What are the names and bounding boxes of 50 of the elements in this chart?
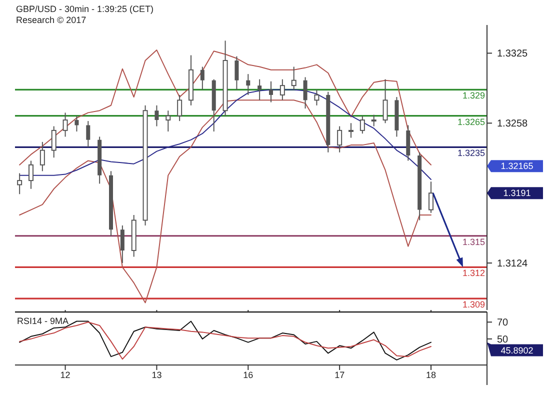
candlestick — [371, 114, 376, 127]
candlestick — [234, 56, 239, 90]
candlestick — [28, 160, 34, 190]
candlestick — [258, 78, 262, 101]
text: 1.3191 — [503, 188, 531, 198]
ref-line-label: 1.315 — [462, 236, 485, 247]
candlestick — [86, 120, 90, 148]
candlestick — [200, 66, 204, 90]
ref-line-label: 1.329 — [462, 90, 485, 101]
candlestick — [154, 104, 159, 127]
y-tick-label: 1.3325 — [497, 48, 528, 60]
ref-line-label: 1.309 — [462, 300, 485, 310]
candlestick — [166, 110, 171, 132]
y-tick-label: 70 — [497, 318, 509, 329]
x-tick-label: 12 — [60, 370, 70, 380]
candlestick — [51, 126, 56, 158]
candlestick — [337, 126, 342, 153]
y-tick-label: 1.3124 — [497, 258, 528, 270]
x-tick-label: 16 — [243, 370, 254, 380]
x-tick-label: 17 — [334, 370, 345, 380]
candlestick — [303, 76, 308, 110]
candlestick — [40, 141, 45, 172]
candlestick — [360, 115, 365, 134]
candlestick — [120, 224, 124, 264]
text: 45.8902 — [500, 345, 534, 356]
ref-line-label: 1.3265 — [457, 116, 485, 127]
candlestick — [348, 122, 354, 138]
y-tick-label: 50 — [497, 334, 509, 346]
candlestick — [269, 80, 273, 103]
x-tick-label: 18 — [426, 370, 436, 380]
candlestick — [62, 112, 68, 138]
candlestick — [246, 74, 250, 96]
candlestick — [74, 115, 79, 132]
candlestick — [382, 78, 388, 124]
line-series — [19, 100, 432, 304]
ref-line-label: 1.312 — [462, 268, 485, 278]
candlestick — [314, 89, 320, 106]
candlestick — [17, 172, 22, 195]
candlestick — [428, 181, 434, 214]
chart-title: GBP/USD - 30min - 1:39:25 (CET) — [16, 4, 154, 14]
candlestick — [291, 66, 296, 90]
candlestick — [280, 78, 285, 101]
x-tick-label: 13 — [152, 370, 162, 380]
y-tick-label: 1.3258 — [497, 118, 528, 130]
line-series — [19, 50, 432, 166]
chart-subtitle: Research © 2017 — [16, 15, 86, 25]
candlestick — [177, 94, 182, 122]
ref-line-label: 1.3235 — [457, 148, 485, 158]
text: 1.32165 — [500, 161, 534, 172]
chart-title: RSI14 - 9MA — [17, 316, 69, 326]
